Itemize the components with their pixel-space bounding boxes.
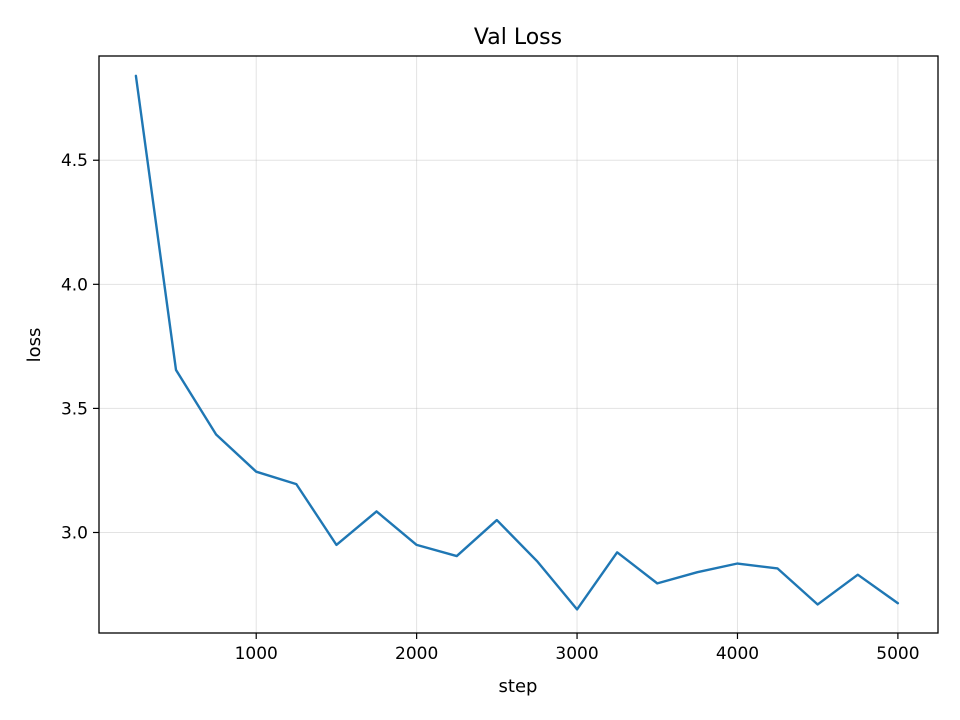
series-layer [134, 74, 900, 611]
plot-frame [98, 55, 939, 634]
x-tick-label: 2000 [395, 644, 438, 664]
chart-title: Val Loss [474, 25, 562, 50]
y-tick-label: 4.5 [61, 151, 88, 171]
grid-lines [99, 56, 938, 633]
y-tick-label: 4.0 [61, 275, 88, 295]
y-tick-label: 3.0 [61, 523, 88, 543]
series-line [134, 74, 900, 611]
x-tick-label: 3000 [555, 644, 598, 664]
x-tick-label: 1000 [235, 644, 278, 664]
x-tick-label: 5000 [876, 644, 919, 664]
x-axis-label: step [499, 676, 538, 697]
y-axis-label: loss [24, 328, 45, 363]
y-tick-label: 3.5 [61, 399, 88, 419]
axis-ticks: 1000 2000 3000 4000 5000 3.0 3.5 4.0 4.5 [61, 151, 920, 664]
x-tick-label: 4000 [716, 644, 759, 664]
